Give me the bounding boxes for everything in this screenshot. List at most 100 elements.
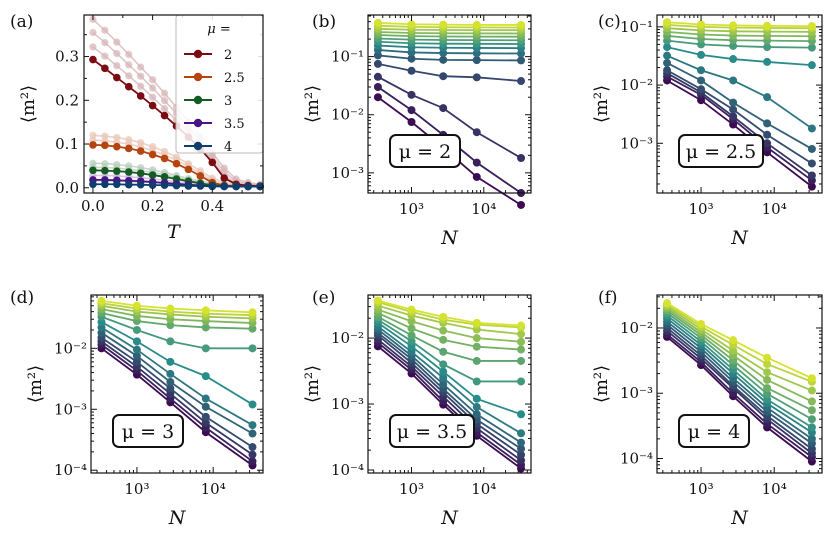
faint-point [113, 62, 121, 70]
legend-marker [193, 141, 203, 151]
data-point [201, 412, 210, 421]
x-tick-label: 10⁴ [762, 480, 787, 498]
data-point [407, 337, 416, 346]
data-point [807, 434, 816, 443]
y-tick-label: 10⁻² [54, 339, 87, 357]
x-tick-label: 10³ [399, 480, 424, 498]
legend-label-mu-2: 2 [224, 48, 232, 63]
data-point [113, 142, 121, 151]
series-line [377, 322, 522, 416]
data-point [201, 372, 210, 381]
panel-label: (d) [10, 288, 34, 308]
legend: μ = 2 2.5 3 3.5 4 [175, 14, 264, 155]
panel-e: 10³ 10⁴ 10⁻⁴ 10⁻³ 10⁻² (e) μ = 3.5 N [312, 288, 531, 529]
faint-point [113, 38, 121, 46]
y-tick-label: 10⁻⁴ [54, 461, 87, 479]
data-point [113, 73, 121, 82]
mu-annotation-box [678, 414, 750, 448]
data-point [472, 410, 481, 419]
data-point [439, 326, 448, 335]
faint-point [149, 93, 157, 101]
y-axis-label: ⟨m²⟩ [18, 85, 39, 123]
y-tick-label: 10⁻⁴ [620, 450, 653, 468]
data-point [763, 353, 772, 362]
data-point [160, 111, 169, 120]
data-point [248, 457, 257, 466]
y-tick-label: 10⁻² [331, 329, 364, 347]
data-point [439, 312, 448, 321]
data-point [196, 172, 205, 180]
data-point [517, 200, 526, 209]
data-point [166, 384, 175, 393]
data-point [89, 141, 97, 149]
y-tick-label: 0.3 [55, 48, 79, 66]
legend-label-mu-3.5: 3.5 [224, 117, 245, 132]
data-point [124, 144, 133, 153]
data-point [763, 139, 772, 148]
series-line [377, 49, 522, 55]
x-axis-label: N [168, 507, 187, 529]
data-point [807, 386, 816, 395]
data-point [763, 93, 772, 102]
data-point [201, 306, 210, 315]
series-line [377, 24, 522, 29]
data-point [172, 181, 181, 190]
data-point [763, 375, 772, 384]
data-point [472, 172, 481, 181]
data-point [517, 77, 526, 86]
x-tick-label: 0.0 [81, 197, 105, 215]
x-tick-label: 10⁴ [471, 200, 496, 218]
data-point [113, 167, 121, 175]
legend-marker [193, 118, 203, 128]
series-line [666, 79, 813, 188]
y-tick-label: 10⁻¹ [331, 48, 364, 66]
data-point [439, 380, 448, 389]
data-point [729, 41, 738, 50]
data-point [407, 331, 416, 340]
data-point [248, 443, 257, 452]
data-point [663, 18, 672, 27]
data-point [136, 169, 145, 178]
data-point [472, 56, 481, 65]
mu-annotation-label: μ = 4 [688, 421, 740, 443]
data-point [472, 342, 481, 351]
data-point [472, 356, 481, 365]
series-line [666, 302, 813, 380]
data-point [439, 104, 448, 113]
faint-point [160, 97, 169, 105]
y-tick-label: 10⁻⁴ [331, 461, 364, 479]
data-point [407, 20, 416, 29]
data-point [807, 171, 816, 180]
data-point [248, 308, 257, 317]
x-tick-label: 10³ [399, 200, 424, 218]
data-point [472, 20, 481, 29]
data-point [697, 85, 706, 94]
data-point [472, 73, 481, 82]
data-point [373, 72, 382, 81]
panel-a-frame [83, 14, 264, 194]
x-tick-label: 10⁴ [762, 200, 787, 218]
y-tick-label: 10⁻³ [54, 400, 87, 418]
panel-frame [656, 294, 823, 474]
data-point [663, 58, 672, 67]
y-tick-label: 0.1 [55, 135, 79, 153]
panel-c: 10³ 10⁴ 10⁻³ 10⁻² 10⁻¹(c) μ = 2.5 N [598, 12, 822, 249]
panel-b: 10³ 10⁴ 10⁻³ 10⁻² 10⁻¹ (b) μ = 2 N [312, 12, 531, 249]
series-line [377, 34, 522, 38]
data-point [196, 182, 205, 190]
data-point [373, 296, 382, 305]
data-point [132, 345, 141, 354]
data-point [89, 55, 97, 64]
data-point [89, 166, 97, 175]
faint-point [89, 43, 97, 51]
data-point [407, 90, 416, 99]
data-point [201, 402, 210, 411]
panel-label: (a) [10, 12, 33, 32]
data-point [101, 166, 109, 175]
data-point [807, 159, 816, 168]
data-point [373, 59, 382, 68]
faint-point [125, 72, 133, 80]
data-point [517, 154, 526, 163]
panel-label: (e) [312, 288, 335, 308]
data-point [517, 410, 526, 419]
